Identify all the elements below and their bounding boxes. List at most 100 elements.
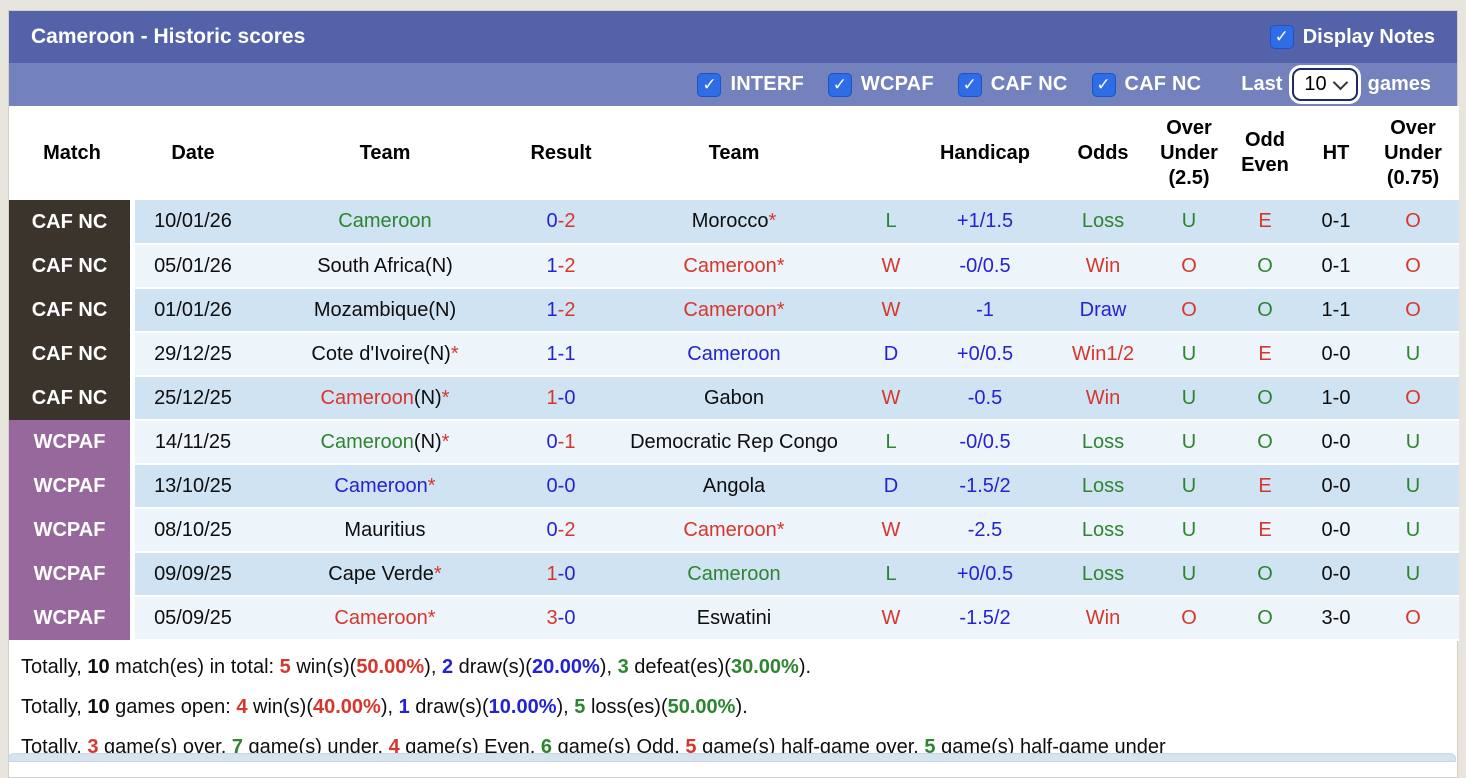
text-segment: 1: [546, 254, 558, 277]
text-segment: ),: [556, 696, 575, 718]
text-segment: Morocco: [691, 210, 769, 232]
match-row: WCPAF 08/10/25 Mauritius 0-2 Cameroon* W -2.5 L…: [9, 508, 1459, 553]
over-under-0-75-cell: U: [1367, 552, 1459, 597]
display-notes-checkbox[interactable]: ✓: [1269, 25, 1294, 49]
league-badge: WCPAF: [9, 420, 130, 464]
league-cell: WCPAF: [9, 508, 135, 552]
result-cell: 3-0: [519, 596, 603, 641]
result-cell: 0-2: [519, 200, 603, 245]
over-under-0-75-cell: U: [1367, 420, 1459, 465]
filter-interf-checkbox[interactable]: ✓: [697, 72, 722, 97]
text-segment: *: [776, 518, 785, 541]
filter-interf-label: INTERF: [730, 73, 804, 95]
text-segment: ),: [424, 656, 442, 678]
text-segment: 1: [398, 696, 410, 718]
text-segment: -2: [557, 254, 576, 277]
text-segment: game(s) half-game under: [935, 736, 1166, 758]
text-segment: draw(s)(: [453, 656, 532, 678]
odds-cell: Loss: [1053, 552, 1153, 597]
text-segment: 5: [279, 656, 291, 678]
odd-even-cell: O: [1225, 552, 1305, 597]
match-history-table: Match Date Team Result Team Handicap Odd…: [9, 106, 1459, 641]
result-cell: 0-2: [519, 508, 603, 553]
filter-caf-nc-1-checkbox[interactable]: ✓: [957, 72, 982, 97]
odds-cell: Loss: [1053, 508, 1153, 553]
filter-wcpaf-checkbox[interactable]: ✓: [827, 72, 852, 97]
match-date-cell: 29/12/25: [135, 332, 251, 377]
summary-line: Totally, 10 match(es) in total: 5 win(s)…: [21, 647, 1445, 687]
away-team-cell: Cameroon: [603, 552, 865, 597]
over-under-0-75-cell: O: [1367, 244, 1459, 289]
text-segment: -2: [557, 298, 576, 321]
text-segment: Eswatini: [696, 606, 772, 629]
match-row: CAF NC 01/01/26 Mozambique(N) 1-2 Cameroon* W…: [9, 288, 1459, 333]
over-under-0-75-cell: U: [1367, 332, 1459, 377]
league-badge: WCPAF: [9, 552, 130, 596]
text-segment: game(s) over,: [98, 736, 232, 758]
text-segment: *: [776, 298, 785, 321]
text-segment: 5: [924, 736, 936, 758]
text-segment: win(s)(: [290, 656, 357, 678]
ht-cell: 0-1: [1305, 200, 1367, 245]
text-segment: South Africa(N): [317, 254, 453, 277]
handicap-cell: +0/0.5: [917, 332, 1053, 377]
col-header-date: Date: [135, 106, 251, 200]
home-team-cell: Cameroon(N)*: [251, 376, 519, 421]
league-cell: CAF NC: [9, 244, 135, 288]
filter-wcpaf: ✓ WCPAF: [827, 72, 934, 97]
filter-wcpaf-label: WCPAF: [860, 73, 934, 95]
text-segment: *: [427, 474, 436, 497]
text-segment: -0: [557, 606, 576, 629]
text-segment: 50.00%: [667, 696, 736, 718]
match-row: CAF NC 05/01/26 South Africa(N) 1-2 Cameroon…: [9, 244, 1459, 289]
text-segment: -2: [557, 210, 576, 232]
text-segment: game(s) half-game over,: [696, 736, 925, 758]
away-team-cell: Morocco*: [603, 200, 865, 245]
text-segment: Cape Verde: [328, 562, 434, 585]
text-segment: 6: [540, 736, 553, 758]
text-segment: (N): [413, 386, 442, 409]
text-segment: 1: [546, 562, 558, 585]
text-segment: Mozambique(N): [313, 298, 457, 321]
league-cell: WCPAF: [9, 552, 135, 596]
league-badge: WCPAF: [9, 508, 130, 552]
text-segment: *: [441, 386, 450, 409]
text-segment: -1: [557, 342, 576, 365]
text-segment: Cameroon: [320, 430, 414, 453]
text-segment: 40.00%: [313, 696, 381, 718]
wdl-cell: L: [865, 200, 917, 245]
text-segment: Totally,: [21, 736, 88, 758]
text-segment: 5: [574, 696, 586, 718]
over-under-0-75-cell: O: [1367, 376, 1459, 421]
text-segment: 50.00%: [356, 656, 425, 678]
text-segment: Cote d'Ivoire(N): [311, 342, 451, 365]
historic-scores-widget: Cameroon - Historic scores ✓ Display Not…: [8, 10, 1459, 778]
text-segment: Democratic Rep Congo: [630, 430, 838, 453]
ht-cell: 0-0: [1305, 332, 1367, 377]
result-cell: 1-0: [519, 376, 603, 421]
wdl-cell: L: [865, 420, 917, 465]
text-segment: win(s)(: [247, 696, 313, 718]
wdl-cell: W: [865, 288, 917, 333]
text-segment: 5: [685, 736, 697, 758]
text-segment: match(es) in total:: [109, 656, 280, 678]
handicap-cell: -0.5: [917, 376, 1053, 421]
text-segment: Cameroon: [683, 254, 777, 277]
chevron-down-icon: [1332, 74, 1348, 90]
col-header-odd-even: Odd Even: [1225, 106, 1305, 200]
league-badge: CAF NC: [9, 244, 130, 288]
match-date-cell: 09/09/25: [135, 552, 251, 597]
filter-caf-nc-2-checkbox[interactable]: ✓: [1091, 72, 1116, 97]
match-row: WCPAF 09/09/25 Cape Verde* 1-0 Cameroon L +0/0…: [9, 552, 1459, 597]
result-cell: 0-0: [519, 464, 603, 509]
home-team-cell: South Africa(N): [251, 244, 519, 289]
ht-cell: 0-0: [1305, 464, 1367, 509]
last-label: Last: [1241, 73, 1283, 95]
home-team-cell: Cameroon: [251, 200, 519, 245]
games-count-select[interactable]: 10: [1292, 68, 1358, 101]
text-segment: Cameroon: [683, 298, 777, 321]
league-badge: CAF NC: [9, 332, 130, 376]
result-cell: 1-0: [519, 552, 603, 597]
text-segment: (N): [413, 430, 442, 453]
text-segment: ).: [798, 656, 812, 678]
